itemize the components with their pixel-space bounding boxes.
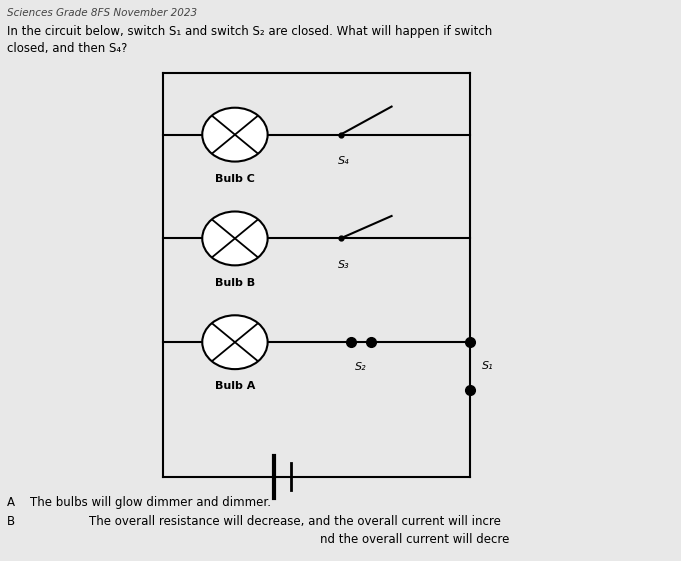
Text: Sciences Grade 8FS November 2023: Sciences Grade 8FS November 2023	[7, 8, 197, 19]
Circle shape	[202, 211, 268, 265]
Text: S₄: S₄	[338, 156, 350, 166]
Text: S₃: S₃	[338, 260, 350, 270]
Text: closed, and then S₄?: closed, and then S₄?	[7, 42, 127, 55]
Circle shape	[202, 108, 268, 162]
Text: B: B	[7, 515, 15, 528]
Text: A    The bulbs will glow dimmer and dimmer.: A The bulbs will glow dimmer and dimmer.	[7, 496, 271, 509]
Text: S₂: S₂	[355, 362, 367, 372]
Text: Bulb C: Bulb C	[215, 174, 255, 184]
Text: S₁: S₁	[482, 361, 494, 371]
Text: In the circuit below, switch S₁ and switch S₂ are closed. What will happen if sw: In the circuit below, switch S₁ and swit…	[7, 25, 492, 38]
Text: Bulb A: Bulb A	[215, 381, 255, 392]
Text: The overall resistance will decrease, and the overall current will incre: The overall resistance will decrease, an…	[89, 515, 501, 528]
Text: Bulb B: Bulb B	[215, 278, 255, 288]
Circle shape	[202, 315, 268, 369]
Text: nd the overall current will decre: nd the overall current will decre	[320, 533, 509, 546]
